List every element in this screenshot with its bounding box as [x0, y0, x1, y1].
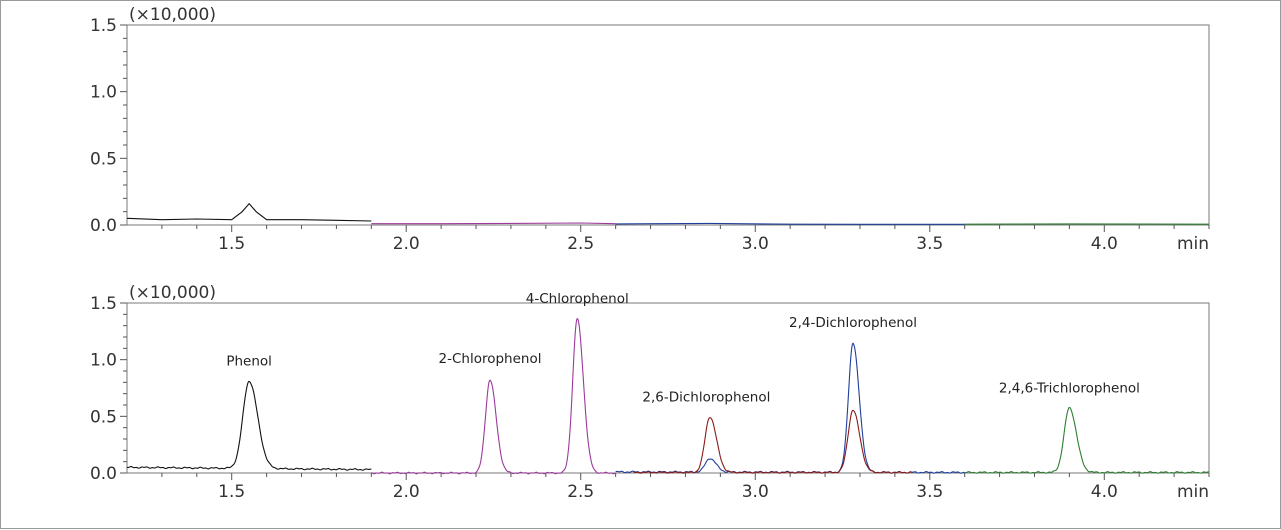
- bottom-peak-label: Phenol: [226, 353, 272, 369]
- bottom-x-tick-label: 2.5: [567, 482, 594, 502]
- bottom-peak-label: 2-Chlorophenol: [439, 351, 542, 367]
- bottom-y-tick-label: 0.0: [90, 464, 117, 484]
- bottom-multiplier-label: (×10,000): [129, 283, 216, 303]
- top-y-tick-label: 0.5: [90, 149, 117, 169]
- top-y-tick-label: 1.5: [90, 16, 117, 36]
- top-series-line-0: [127, 204, 371, 221]
- top-y-tick-label: 1.0: [90, 83, 117, 103]
- bottom-peak-label: 2,4,6-Trichlorophenol: [999, 381, 1140, 397]
- top-series-line-2: [616, 223, 965, 224]
- bottom-series-line-4: [965, 407, 1209, 473]
- top-x-tick-label: 1.5: [218, 234, 245, 254]
- top-multiplier-label: (×10,000): [129, 5, 216, 25]
- bottom-x-tick-label: 1.5: [218, 482, 245, 502]
- bottom-series-line-0: [127, 381, 371, 470]
- top-series-line-1: [371, 223, 615, 224]
- top-x-tick-label: 2.0: [393, 234, 420, 254]
- top-x-tick-label: 3.0: [742, 234, 769, 254]
- top-x-tick-label: 3.5: [916, 234, 943, 254]
- bottom-x-tick-label: 4.0: [1091, 482, 1118, 502]
- bottom-peak-label: 4-Chlorophenol: [526, 291, 629, 307]
- bottom-y-tick-label: 1.5: [90, 294, 117, 314]
- top-x-tick-label: 2.5: [567, 234, 594, 254]
- bottom-series-line-1: [371, 319, 615, 474]
- bottom-x-unit-label: min: [1177, 482, 1209, 502]
- bottom-x-tick-label: 2.0: [393, 482, 420, 502]
- bottom-x-tick-label: 3.0: [742, 482, 769, 502]
- bottom-peak-label: 2,4-Dichlorophenol: [789, 315, 917, 331]
- top-x-tick-label: 4.0: [1091, 234, 1118, 254]
- top-x-unit-label: min: [1177, 234, 1209, 254]
- bottom-peak-label: 2,6-Dichlorophenol: [642, 390, 770, 406]
- top-plot-frame: [127, 25, 1209, 225]
- bottom-y-tick-label: 0.5: [90, 407, 117, 427]
- bottom-series-line-3: [633, 410, 912, 473]
- top-y-tick-label: 0.0: [90, 216, 117, 236]
- bottom-series-line-2: [616, 343, 965, 473]
- bottom-x-tick-label: 3.5: [916, 482, 943, 502]
- bottom-y-tick-label: 1.0: [90, 351, 117, 371]
